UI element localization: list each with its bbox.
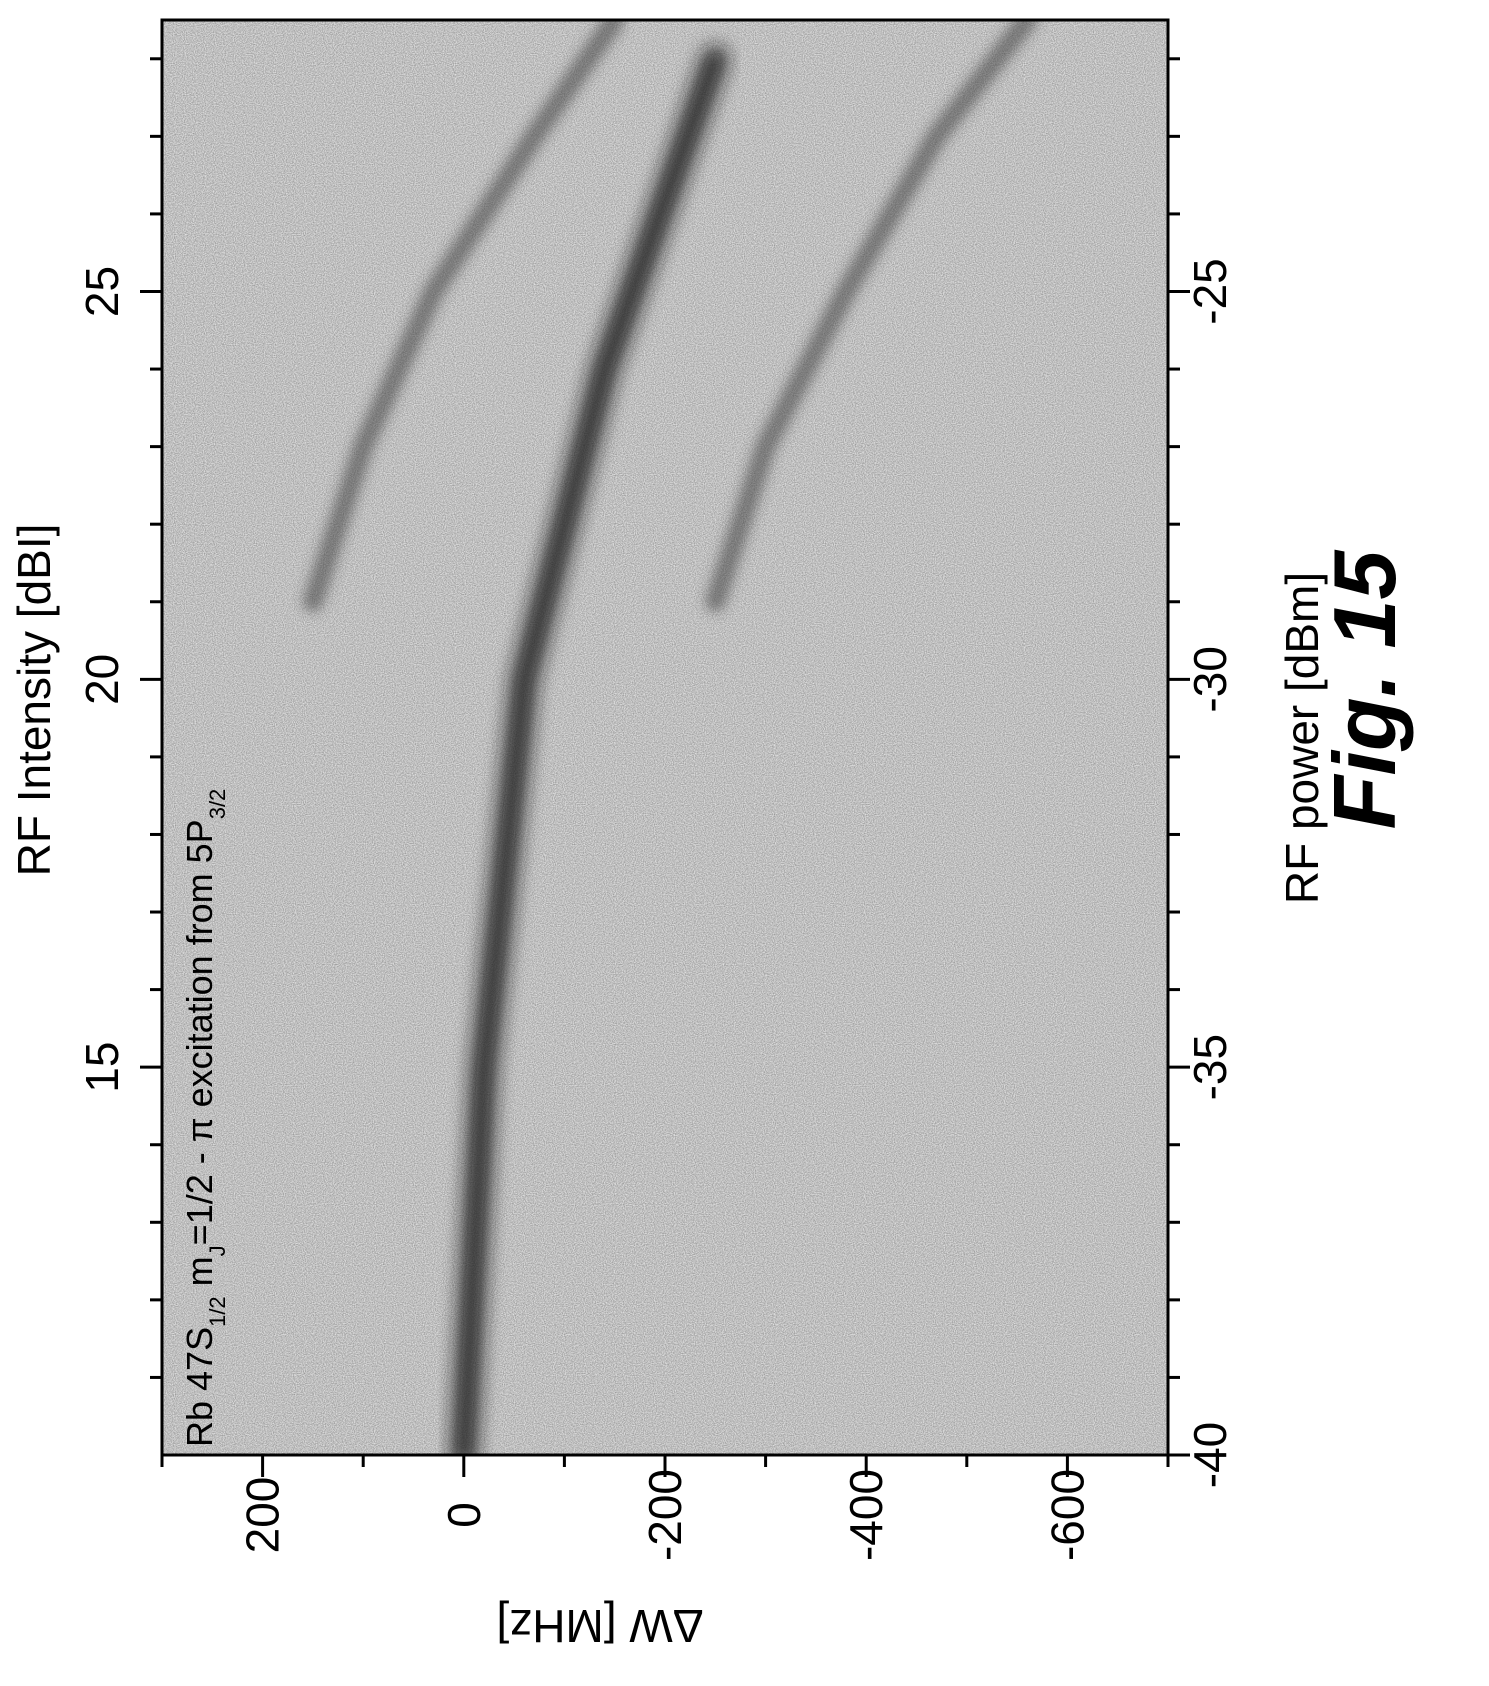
delta-w-tick-label: -400 (840, 1469, 892, 1561)
rf-power-axis: -40 -35 -30 -25 (1168, 57, 1236, 1488)
rf-intensity-axis-label: RF Intensity [dBI] (8, 524, 60, 877)
rf-power-tick-label: -30 (1184, 646, 1236, 712)
rf-power-tick-label: -25 (1184, 258, 1236, 324)
annotation: Rb 47S1/2 mJ=1/2 - π excitation from 5P3… (179, 789, 230, 1447)
rf-intensity-tick-label: 25 (76, 266, 128, 317)
rf-intensity-tick-label: 15 (76, 1042, 128, 1093)
rf-power-tick-label: -40 (1184, 1422, 1236, 1488)
feature-main-resonance (450, 45, 729, 1455)
rf-intensity-tick-label: 20 (76, 654, 128, 705)
rf-intensity-axis: 15 20 25 (76, 57, 162, 1379)
feature-lower-sideband (705, 20, 1038, 612)
resonance-features (302, 20, 1038, 1455)
feature-upper-sideband (302, 20, 625, 612)
rf-power-axis-label: RF power [dBm] (1276, 572, 1328, 904)
delta-w-axis: 200 0 -200 -400 -600 (160, 1455, 1170, 1561)
delta-w-tick-label: 200 (237, 1477, 289, 1554)
plot-area (160, 18, 1170, 1457)
delta-w-tick-label: -200 (639, 1469, 691, 1561)
delta-w-axis-label: ΔW [MHz] (496, 1600, 703, 1652)
delta-w-tick-label: 0 (438, 1502, 490, 1528)
delta-w-tick-label: -600 (1041, 1469, 1093, 1561)
plot-grain (162, 20, 1168, 1455)
rf-power-tick-label: -35 (1184, 1034, 1236, 1100)
figure-label: Fig. 15 (1315, 550, 1414, 830)
